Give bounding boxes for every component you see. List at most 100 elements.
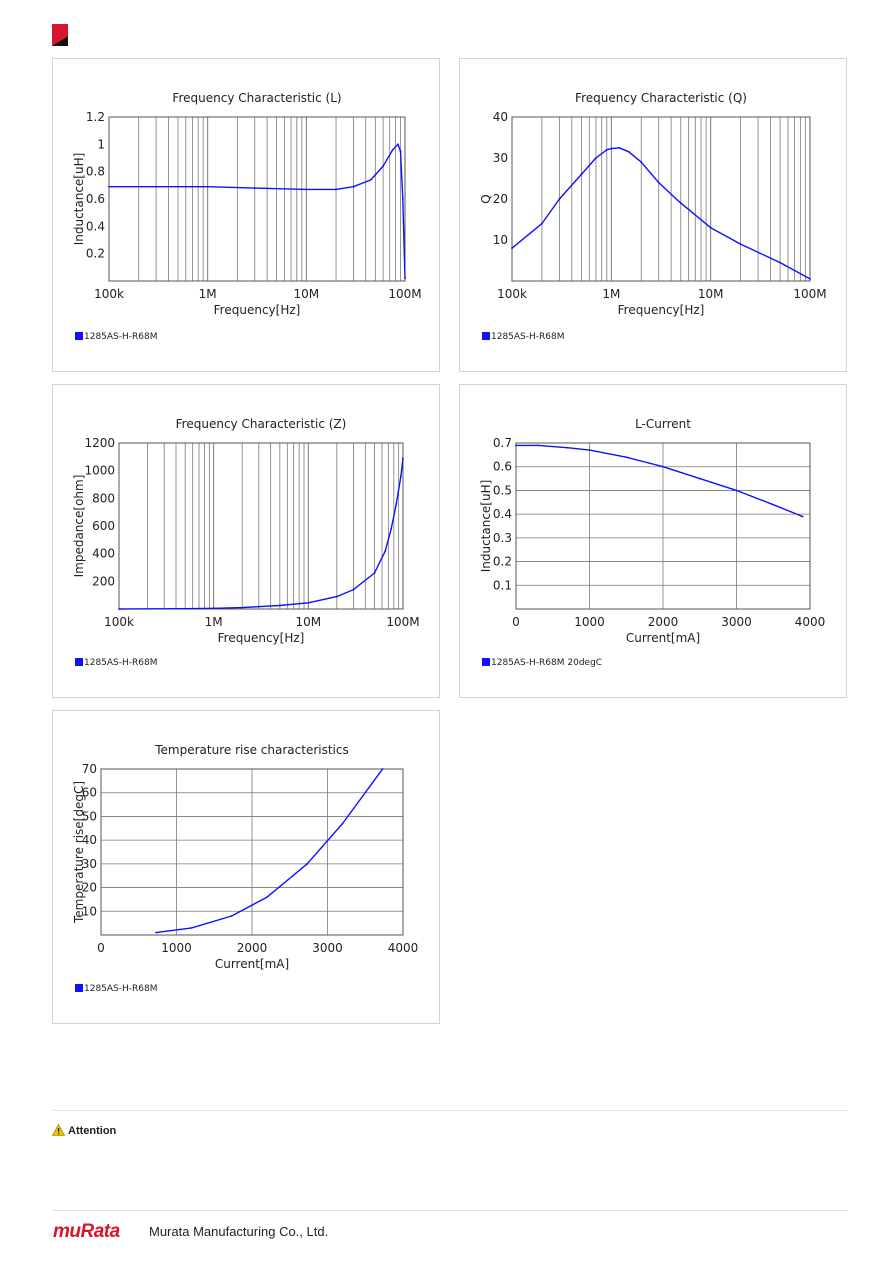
y-tick-label: 30 bbox=[493, 151, 508, 165]
data-point bbox=[610, 147, 613, 150]
x-tick-label: 2000 bbox=[648, 615, 679, 629]
x-tick-label: 100k bbox=[94, 287, 124, 301]
x-tick-label: 1000 bbox=[574, 615, 605, 629]
y-tick-label: 1.2 bbox=[86, 110, 105, 124]
attention-heading[interactable]: Attention bbox=[52, 1124, 116, 1137]
y-tick-label: 800 bbox=[92, 491, 115, 505]
plot-frame bbox=[511, 116, 811, 282]
data-point bbox=[241, 606, 244, 609]
warning-icon bbox=[52, 1124, 65, 1136]
chart-title: Frequency Characteristic (Q) bbox=[575, 91, 747, 105]
y-tick-label: 50 bbox=[82, 809, 97, 823]
q-chart: Frequency Characteristic (Q) 100k 1M 10M 100… bbox=[479, 91, 827, 317]
data-point bbox=[679, 202, 682, 205]
legend-swatch bbox=[75, 332, 83, 340]
murata-logo: muRata bbox=[53, 1221, 120, 1242]
x-tick-label: 0 bbox=[97, 941, 105, 955]
data-point bbox=[402, 457, 404, 460]
data-point bbox=[698, 477, 701, 480]
data-point bbox=[580, 173, 583, 176]
x-tick-label: 4000 bbox=[388, 941, 419, 955]
data-point bbox=[230, 915, 233, 917]
x-tick-label: 2000 bbox=[237, 941, 268, 955]
y-tick-label: 1 bbox=[97, 137, 105, 151]
chart-panel-impedance: Frequency Characteristic (Z) 100k 1M 10M 100… bbox=[52, 384, 440, 698]
y-tick-label: 200 bbox=[92, 574, 115, 588]
data-point bbox=[352, 588, 355, 591]
x-tick-label: 10M bbox=[698, 287, 724, 301]
y-tick-label: 600 bbox=[92, 519, 115, 533]
data-point bbox=[399, 150, 402, 153]
legend-swatch bbox=[482, 658, 490, 666]
footer-divider bbox=[52, 1210, 848, 1211]
chart-panel-temperature-rise: Temperature rise characteristics 0 1000 200… bbox=[52, 710, 440, 1024]
data-point bbox=[515, 444, 517, 447]
plot-frame bbox=[118, 442, 404, 610]
company-name: Murata Manufacturing Co., Ltd. bbox=[149, 1224, 329, 1239]
y-tick-label: 10 bbox=[493, 233, 508, 247]
l-current-chart: L-Current 0 1000 2000 3000 4000 0.1 0.2 0.3 0.4 0.… bbox=[479, 417, 825, 645]
data-point bbox=[390, 527, 393, 530]
y-axis-label: Inductance[uH] bbox=[479, 480, 493, 573]
y-tick-label: 0.7 bbox=[493, 436, 512, 450]
x-tick-label: 1M bbox=[199, 287, 217, 301]
inductance-chart: Frequency Characteristic (L) 100k 1M 10M 100… bbox=[72, 91, 422, 317]
data-point bbox=[595, 157, 597, 159]
legend-swatch bbox=[482, 332, 490, 340]
series-line bbox=[109, 143, 406, 279]
data-point bbox=[266, 896, 268, 898]
legend-swatch bbox=[75, 658, 83, 666]
y-tick-label: 0.4 bbox=[493, 507, 512, 521]
y-tick-label: 1200 bbox=[84, 436, 115, 450]
chart-panel-inductance: Frequency Characteristic (L) 100k 1M 10M 100… bbox=[52, 58, 440, 372]
series-line bbox=[516, 444, 803, 518]
data-point bbox=[381, 768, 384, 770]
data-point bbox=[155, 931, 158, 934]
data-point bbox=[657, 181, 660, 184]
y-axis-label: Q bbox=[479, 194, 493, 203]
chart-title: Frequency Characteristic (L) bbox=[172, 91, 341, 105]
y-tick-label: 20 bbox=[493, 192, 508, 206]
plot-frame bbox=[108, 116, 406, 282]
plot-frame bbox=[515, 442, 811, 610]
data-point bbox=[541, 222, 543, 225]
data-point bbox=[391, 148, 394, 151]
data-point bbox=[801, 515, 804, 518]
data-point bbox=[335, 595, 338, 598]
temperature-rise-chart: Temperature rise characteristics 0 1000 200… bbox=[72, 743, 419, 971]
x-tick-label: 100M bbox=[793, 287, 826, 301]
plot-frame bbox=[100, 768, 404, 936]
data-point bbox=[395, 502, 398, 505]
data-point bbox=[809, 278, 811, 280]
data-point bbox=[307, 601, 310, 604]
data-point bbox=[373, 572, 376, 574]
chart-title: Frequency Characteristic (Z) bbox=[176, 417, 347, 431]
data-point bbox=[662, 465, 664, 468]
legend-swatch bbox=[75, 984, 83, 992]
legend-label: 1285AS-H-R68M 20degC bbox=[491, 658, 603, 668]
y-tick-label: 70 bbox=[82, 762, 97, 776]
y-tick-label: 400 bbox=[92, 547, 115, 561]
x-tick-label: 0 bbox=[512, 615, 520, 629]
chart-legend: 1285AS-H-R68M bbox=[75, 658, 158, 668]
legend-label: 1285AS-H-R68M bbox=[84, 984, 158, 994]
data-point bbox=[397, 143, 399, 146]
x-tick-label: 1M bbox=[602, 287, 620, 301]
data-point bbox=[369, 178, 372, 181]
impedance-chart: Frequency Characteristic (Z) 100k 1M 10M 100… bbox=[72, 417, 420, 645]
attention-divider bbox=[52, 1110, 848, 1111]
attention-label: Attention bbox=[68, 1125, 117, 1137]
x-axis-label: Frequency[Hz] bbox=[218, 631, 305, 645]
chart-panel-l-current: L-Current 0 1000 2000 3000 4000 0.1 0.2 0.3 0.4 0.… bbox=[459, 384, 847, 698]
x-tick-label: 10M bbox=[296, 615, 322, 629]
data-point bbox=[212, 607, 215, 610]
y-tick-label: 0.6 bbox=[493, 460, 512, 474]
y-tick-label: 1000 bbox=[84, 464, 115, 478]
x-tick-label: 3000 bbox=[721, 615, 752, 629]
x-axis-label: Current[mA] bbox=[215, 957, 289, 971]
data-point bbox=[184, 607, 187, 610]
data-point bbox=[537, 444, 539, 447]
y-tick-label: 0.5 bbox=[493, 483, 512, 497]
data-point bbox=[382, 165, 385, 168]
x-tick-label: 3000 bbox=[312, 941, 343, 955]
